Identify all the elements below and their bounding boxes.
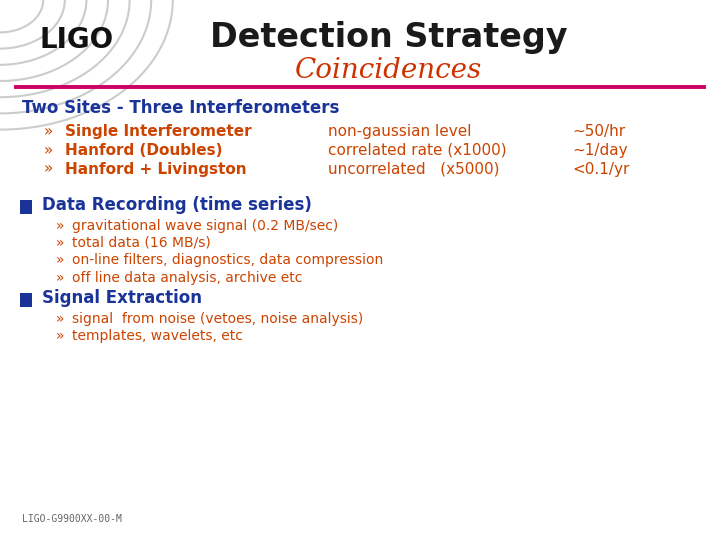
Text: Hanford (Doubles): Hanford (Doubles)	[65, 143, 222, 158]
Text: <0.1/yr: <0.1/yr	[572, 161, 630, 177]
Bar	[20, 200, 32, 214]
Text: on-line filters, diagnostics, data compression: on-line filters, diagnostics, data compr…	[72, 253, 383, 267]
Text: »: »	[43, 124, 53, 139]
Text: total data (16 MB/s): total data (16 MB/s)	[72, 236, 211, 250]
Text: »: »	[56, 219, 65, 233]
Text: Single Interferometer: Single Interferometer	[65, 124, 251, 139]
Text: »: »	[56, 236, 65, 250]
Text: ~50/hr: ~50/hr	[572, 124, 626, 139]
Text: »: »	[56, 271, 65, 285]
Text: Two Sites - Three Interferometers: Two Sites - Three Interferometers	[22, 99, 339, 117]
Text: »: »	[56, 329, 65, 343]
Text: »: »	[56, 253, 65, 267]
Text: non-gaussian level: non-gaussian level	[328, 124, 471, 139]
Text: »: »	[56, 312, 65, 326]
Text: LIGO: LIGO	[40, 26, 114, 55]
Text: gravitational wave signal (0.2 MB/sec): gravitational wave signal (0.2 MB/sec)	[72, 219, 338, 233]
Text: off line data analysis, archive etc: off line data analysis, archive etc	[72, 271, 302, 285]
Text: Data Recording (time series): Data Recording (time series)	[42, 196, 312, 214]
Text: Coincidences: Coincidences	[295, 57, 482, 84]
Text: »: »	[43, 161, 53, 177]
Text: Signal Extraction: Signal Extraction	[42, 289, 202, 307]
Bar	[20, 293, 32, 307]
Text: Hanford + Livingston: Hanford + Livingston	[65, 161, 246, 177]
Text: ~1/day: ~1/day	[572, 143, 628, 158]
Text: correlated rate (x1000): correlated rate (x1000)	[328, 143, 506, 158]
Text: Detection Strategy: Detection Strategy	[210, 21, 567, 55]
Text: »: »	[43, 143, 53, 158]
Text: LIGO-G9900XX-00-M: LIGO-G9900XX-00-M	[22, 515, 122, 524]
Text: templates, wavelets, etc: templates, wavelets, etc	[72, 329, 243, 343]
Text: signal  from noise (vetoes, noise analysis): signal from noise (vetoes, noise analysi…	[72, 312, 364, 326]
Text: uncorrelated   (x5000): uncorrelated (x5000)	[328, 161, 499, 177]
